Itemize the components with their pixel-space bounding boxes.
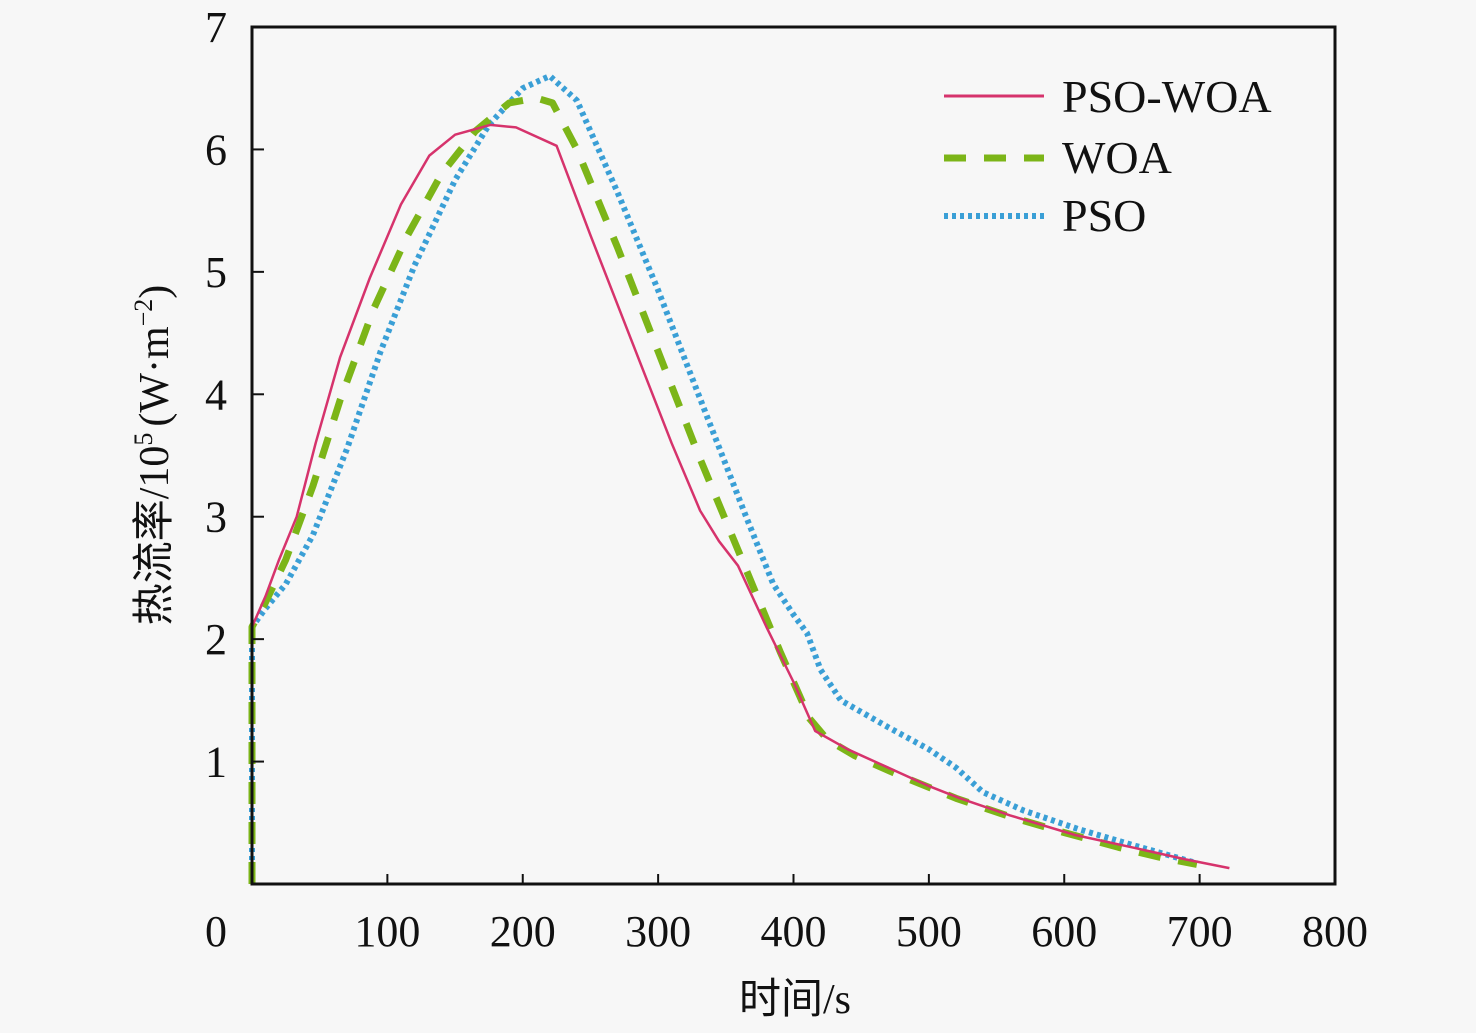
legend-label-woa: WOA (1062, 132, 1172, 183)
x-tick-label: 700 (1167, 907, 1233, 956)
series-layer (248, 73, 1230, 884)
x-tick-label: 0 (205, 907, 227, 956)
legend: PSO-WOA WOA PSO (944, 71, 1272, 241)
y-tick-label: 4 (205, 370, 227, 419)
y-tick-label: 2 (205, 615, 227, 664)
y-axis-title-text: 热流率/105 (W·m−2) (129, 285, 178, 626)
x-tick-label: 100 (354, 907, 420, 956)
series-line-pso-woa (250, 123, 1230, 884)
plot-frame (250, 25, 1337, 886)
series-line-pso (249, 73, 1198, 884)
x-tick-label: 200 (490, 907, 556, 956)
x-axis-ticks: 0 100 200 300 400 500 600 700 800 (205, 874, 1368, 956)
y-tick-label: 1 (205, 738, 227, 787)
legend-label-pso-woa: PSO-WOA (1062, 71, 1272, 122)
x-tick-label: 500 (896, 907, 962, 956)
y-tick-label: 5 (205, 248, 227, 297)
legend-label-pso: PSO (1062, 190, 1146, 241)
y-axis-title-close: ) (132, 285, 178, 299)
y-axis-title: 热流率/105 (W·m−2) (129, 285, 178, 626)
x-tick-label: 400 (761, 907, 827, 956)
y-axis-title-main: 热流率/10 (131, 446, 178, 626)
y-tick-label: 6 (205, 125, 227, 174)
y-axis-title-exponent: 5 (129, 433, 158, 446)
y-axis-title-unit: (W·m (132, 326, 178, 427)
x-tick-label: 800 (1302, 907, 1368, 956)
x-tick-label: 600 (1031, 907, 1097, 956)
y-axis-ticks: 1 2 3 4 5 6 7 (205, 3, 264, 787)
y-tick-label: 3 (205, 493, 227, 542)
x-tick-label: 300 (625, 907, 691, 956)
y-axis-title-unit-exponent: −2 (129, 299, 158, 327)
y-tick-label: 7 (205, 3, 227, 52)
series-line-woa (248, 94, 1198, 884)
x-axis-title: 时间/s (739, 977, 851, 1023)
